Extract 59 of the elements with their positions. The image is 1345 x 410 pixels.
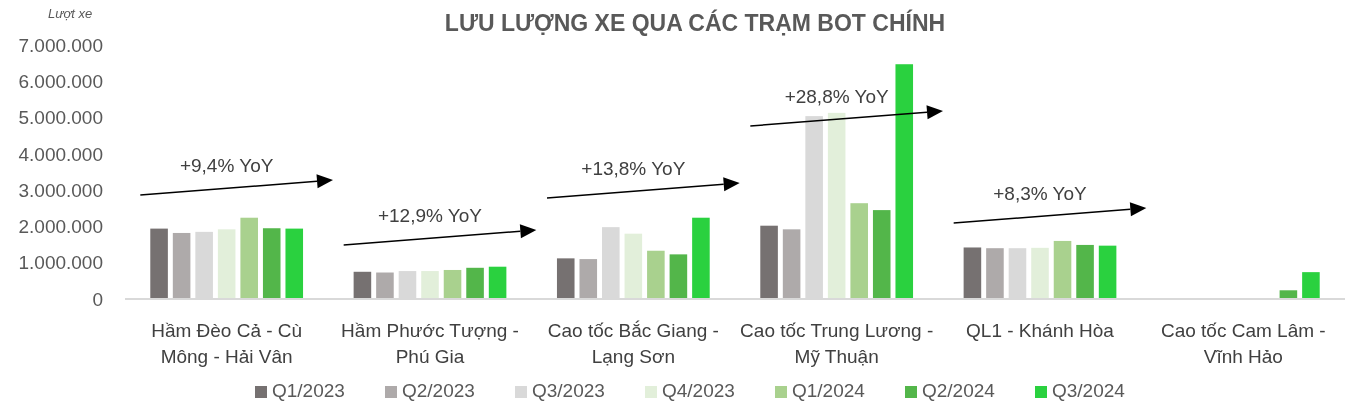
y-tick-label: 1.000.000 [18, 252, 103, 274]
chart-title: LƯU LƯỢNG XE QUA CÁC TRẠM BOT CHÍNH [444, 9, 946, 36]
bar [850, 203, 868, 299]
bar [421, 271, 439, 299]
bar [240, 217, 258, 299]
bar [285, 228, 304, 299]
bar [692, 217, 710, 299]
annotation: +9,4% YoY [179, 154, 274, 176]
bar [1098, 245, 1117, 299]
x-tick-label: Cao tốc Bắc Giang - Lạng Sơn [547, 320, 719, 367]
y-tick-label: 7.000.000 [18, 34, 103, 56]
bar [172, 232, 191, 299]
bar [556, 258, 575, 299]
bar [443, 269, 462, 299]
y-axis-title: Lượt xe [48, 6, 93, 21]
bar [1076, 244, 1094, 299]
annotation: +28,8% YoY [784, 85, 890, 107]
annotation: +13,8% YoY [581, 157, 686, 179]
legend-label: Q3/2024 [1052, 380, 1126, 401]
legend-label: Q1/2024 [792, 380, 866, 401]
bar [647, 250, 665, 299]
bar [986, 248, 1004, 299]
x-tick-label: Hầm Đèo Cả - Cù Mông - Hải Vân [151, 320, 303, 367]
annotation: +8,3% YoY [993, 182, 1088, 204]
bar [895, 64, 914, 299]
bar [624, 233, 643, 299]
x-tick-label: Cao tốc Trung Lương - Mỹ Thuận [740, 320, 934, 367]
bar [782, 229, 801, 299]
bar [669, 254, 688, 299]
bar [579, 259, 598, 299]
bar [963, 247, 982, 299]
bar [353, 271, 372, 299]
x-tick-label: Hầm Phước Tượng - Phú Gia [341, 320, 519, 367]
bar [827, 112, 846, 299]
legend-label: Q3/2023 [532, 380, 605, 401]
bar [872, 210, 891, 299]
bar [376, 272, 394, 299]
y-tick-label: 5.000.000 [18, 107, 103, 129]
bar [1053, 240, 1072, 299]
y-tick-label: 6.000.000 [18, 70, 103, 92]
annotation: +12,9% YoY [377, 204, 483, 226]
x-tick-label: Cao tốc Cam Lâm - Vĩnh Hảo [1160, 320, 1326, 367]
y-tick-label: 3.000.000 [18, 179, 103, 201]
legend-label: Q2/2023 [402, 380, 475, 401]
y-tick-label: 4.000.000 [18, 143, 103, 165]
legend-label: Q1/2023 [272, 380, 345, 401]
y-tick-label: 2.000.000 [18, 216, 103, 238]
bar [262, 228, 281, 299]
bar [1302, 272, 1320, 299]
bar [217, 229, 236, 299]
legend-label: Q2/2024 [922, 380, 996, 401]
legend-label: Q4/2023 [662, 380, 735, 401]
bar [466, 267, 484, 299]
bar [760, 225, 778, 299]
bar [1031, 247, 1049, 299]
bar [488, 266, 507, 299]
x-tick-label: QL1 - Khánh Hòa [966, 320, 1115, 341]
bar [150, 228, 168, 299]
y-tick-label: 0 [92, 288, 103, 310]
